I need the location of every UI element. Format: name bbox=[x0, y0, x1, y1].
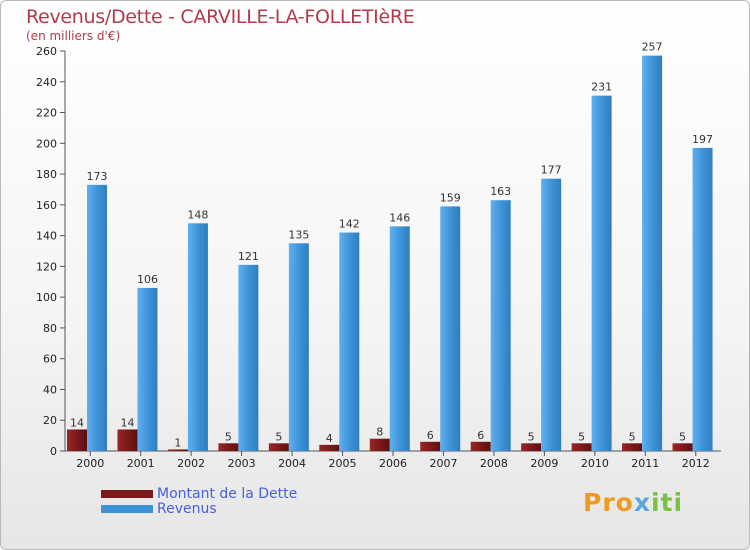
data-label-dette-2000: 14 bbox=[70, 416, 84, 429]
bar-dette-2010 bbox=[571, 443, 592, 451]
legend-label-dette: Montant de la Dette bbox=[157, 486, 298, 502]
y-tick-label: 200 bbox=[36, 137, 57, 150]
bar-revenus-2008 bbox=[490, 200, 511, 451]
x-tick-label: 2000 bbox=[76, 457, 104, 470]
data-label-dette-2009: 5 bbox=[528, 430, 535, 443]
y-tick-label: 220 bbox=[36, 107, 57, 120]
y-tick-label: 160 bbox=[36, 199, 57, 212]
data-label-revenus-2002: 148 bbox=[187, 208, 208, 221]
bar-dette-2000 bbox=[67, 429, 87, 451]
bar-revenus-2004 bbox=[288, 243, 309, 451]
x-tick-label: 2006 bbox=[379, 457, 407, 470]
data-label-revenus-2010: 231 bbox=[591, 81, 612, 94]
legend-swatch-dette bbox=[101, 490, 153, 498]
bar-dette-2006 bbox=[369, 438, 390, 451]
data-label-dette-2002: 1 bbox=[174, 436, 181, 449]
bar-revenus-2003 bbox=[238, 264, 259, 451]
y-tick-label: 0 bbox=[50, 445, 57, 458]
data-label-dette-2011: 5 bbox=[629, 430, 636, 443]
x-tick-label: 2010 bbox=[581, 457, 609, 470]
data-label-dette-2007: 6 bbox=[427, 429, 434, 442]
data-label-dette-2004: 5 bbox=[275, 430, 282, 443]
legend-label-revenus: Revenus bbox=[157, 501, 217, 517]
data-label-dette-2001: 14 bbox=[120, 416, 134, 429]
proxiti-logo: Proxiti bbox=[583, 488, 684, 517]
bar-revenus-2011 bbox=[642, 55, 663, 451]
x-tick-label: 2005 bbox=[329, 457, 357, 470]
y-tick-label: 240 bbox=[36, 76, 57, 89]
y-tick-label: 80 bbox=[43, 322, 57, 335]
y-tick-label: 40 bbox=[43, 383, 57, 396]
x-tick-label: 2003 bbox=[228, 457, 256, 470]
bar-revenus-2007 bbox=[440, 206, 461, 451]
data-label-dette-2012: 5 bbox=[679, 430, 686, 443]
data-label-revenus-2011: 257 bbox=[642, 41, 663, 54]
bar-revenus-2002 bbox=[187, 223, 208, 451]
x-tick-label: 2004 bbox=[278, 457, 306, 470]
data-label-revenus-2007: 159 bbox=[440, 191, 461, 204]
data-label-revenus-2012: 197 bbox=[692, 133, 713, 146]
bar-dette-2008 bbox=[470, 441, 491, 451]
legend-swatch-revenus bbox=[101, 505, 153, 513]
bar-dette-2002 bbox=[167, 449, 188, 451]
data-label-dette-2006: 8 bbox=[376, 426, 383, 439]
data-label-revenus-2008: 163 bbox=[490, 185, 511, 198]
y-tick-label: 60 bbox=[43, 353, 57, 366]
bar-dette-2007 bbox=[420, 441, 441, 451]
data-label-dette-2010: 5 bbox=[578, 430, 585, 443]
bar-revenus-2000 bbox=[87, 184, 107, 451]
y-tick-label: 180 bbox=[36, 168, 57, 181]
chart-subtitle: (en milliers d'€) bbox=[26, 29, 121, 43]
data-label-dette-2008: 6 bbox=[477, 429, 484, 442]
x-tick-label: 2007 bbox=[429, 457, 457, 470]
bar-revenus-2012 bbox=[692, 147, 713, 451]
data-label-revenus-2005: 142 bbox=[339, 218, 360, 231]
data-label-dette-2005: 4 bbox=[326, 432, 333, 445]
bar-dette-2012 bbox=[672, 443, 693, 451]
data-label-dette-2003: 5 bbox=[225, 430, 232, 443]
bar-revenus-2001 bbox=[137, 287, 158, 451]
bar-revenus-2010 bbox=[591, 95, 612, 451]
bar-dette-2001 bbox=[117, 429, 138, 451]
x-tick-label: 2002 bbox=[177, 457, 205, 470]
bar-revenus-2009 bbox=[541, 178, 562, 451]
y-tick-label: 20 bbox=[43, 414, 57, 427]
data-label-revenus-2001: 106 bbox=[137, 273, 158, 286]
bar-dette-2003 bbox=[218, 443, 239, 451]
y-tick-label: 120 bbox=[36, 260, 57, 273]
data-label-revenus-2003: 121 bbox=[238, 250, 259, 263]
y-tick-label: 100 bbox=[36, 291, 57, 304]
x-tick-label: 2012 bbox=[682, 457, 710, 470]
data-label-revenus-2000: 173 bbox=[87, 170, 108, 183]
x-tick-label: 2008 bbox=[480, 457, 508, 470]
x-tick-label: 2009 bbox=[530, 457, 558, 470]
bar-revenus-2006 bbox=[389, 226, 410, 451]
x-tick-label: 2001 bbox=[127, 457, 155, 470]
bar-revenus-2005 bbox=[339, 232, 360, 451]
bar-dette-2005 bbox=[319, 444, 340, 451]
bar-dette-2004 bbox=[268, 443, 289, 451]
bar-dette-2011 bbox=[622, 443, 643, 451]
data-label-revenus-2009: 177 bbox=[541, 164, 562, 177]
chart-title: Revenus/Dette - CARVILLE-LA-FOLLETIèRE bbox=[26, 6, 415, 28]
x-tick-label: 2011 bbox=[631, 457, 659, 470]
y-tick-label: 140 bbox=[36, 230, 57, 243]
bar-dette-2009 bbox=[521, 443, 542, 451]
data-label-revenus-2004: 135 bbox=[288, 228, 309, 241]
y-tick-label: 260 bbox=[36, 45, 57, 58]
data-label-revenus-2006: 146 bbox=[389, 211, 410, 224]
